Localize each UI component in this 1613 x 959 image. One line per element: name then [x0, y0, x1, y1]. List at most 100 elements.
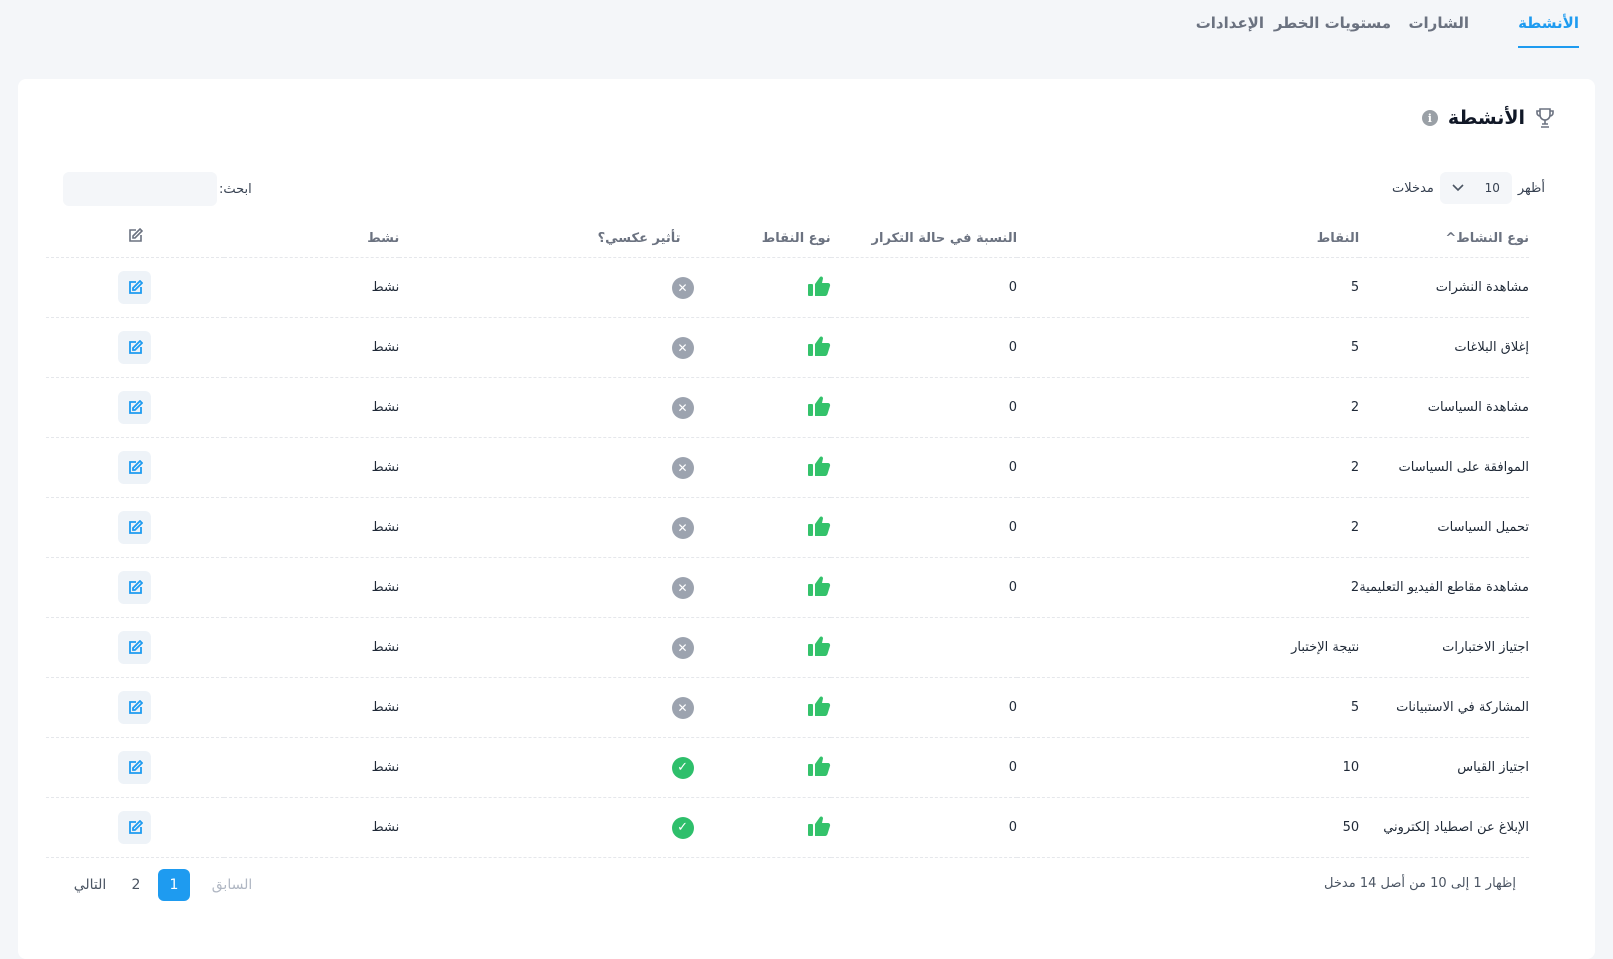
entries-length-control: أظهر 10 مدخلات: [1392, 172, 1545, 204]
tab-settings[interactable]: الإعدادات: [1195, 14, 1264, 32]
thumbs-up-icon: [807, 576, 830, 596]
edit-row-button[interactable]: [118, 571, 152, 604]
cell-edit: [46, 257, 224, 318]
cell-activity: إغلاق البلاغات: [1359, 317, 1529, 378]
edit-row-button[interactable]: [118, 511, 152, 544]
edit-row-button[interactable]: [118, 331, 152, 364]
cell-status: نشط: [223, 257, 400, 318]
edit-row-button[interactable]: [118, 691, 152, 724]
x-circle-icon: ✕: [671, 576, 694, 599]
tab-risk-levels[interactable]: مستويات الخطر: [1273, 14, 1391, 32]
x-circle-icon: ✕: [671, 516, 694, 539]
cell-status: نشط: [223, 437, 400, 498]
edit-row-button[interactable]: [118, 631, 152, 664]
cell-points: 5: [1017, 677, 1360, 738]
cell-activity: مشاهدة السياسات: [1359, 377, 1529, 438]
cell-points-type: [680, 317, 831, 378]
x-circle-icon: ✕: [671, 276, 694, 299]
col-edit: [46, 219, 224, 258]
page-title: الأنشطة: [1447, 107, 1525, 129]
cell-edit: [46, 677, 224, 738]
col-points-type[interactable]: نوع النقاط: [680, 219, 831, 258]
cell-points-type: [680, 437, 831, 498]
cell-ratio: 0: [830, 737, 1018, 798]
table-row: اجتياز القياس 10 0 ✓ نشط: [46, 737, 1529, 798]
thumbs-up-icon: [807, 696, 830, 716]
cell-edit: [46, 617, 224, 678]
edit-icon: [128, 819, 143, 834]
edit-row-button[interactable]: [118, 811, 152, 844]
cell-reverse-effect: ✕: [399, 317, 694, 378]
cell-points: 50: [1017, 797, 1360, 858]
pagination-next[interactable]: التالي: [73, 877, 107, 893]
cell-ratio: 0: [830, 317, 1018, 378]
col-active[interactable]: نشط: [223, 219, 400, 258]
thumbs-up-icon: [807, 336, 830, 356]
cell-activity: الإبلاغ عن اصطياد إلكتروني: [1359, 797, 1529, 858]
cell-reverse-effect: ✕: [399, 497, 694, 558]
pagination-prev[interactable]: السابق: [211, 877, 253, 893]
cell-points-type: [680, 257, 831, 318]
cell-edit: [46, 497, 224, 558]
cell-edit: [46, 737, 224, 798]
cell-activity: اجتياز القياس: [1359, 737, 1529, 798]
cell-points-type: [680, 677, 831, 738]
cell-activity: مشاهدة مقاطع الفيديو التعليمية: [1359, 557, 1529, 618]
table-row: الموافقة على السياسات 2 0 ✕ نشط: [46, 437, 1529, 498]
chevron-down-icon: [1452, 184, 1464, 192]
cell-points: 2: [1017, 377, 1360, 438]
cell-ratio: 0: [830, 497, 1018, 558]
cell-points-type: [680, 737, 831, 798]
cell-points-type: [680, 797, 831, 858]
pagination-page-1[interactable]: 1: [158, 869, 190, 901]
edit-row-button[interactable]: [118, 391, 152, 424]
cell-points: 10: [1017, 737, 1360, 798]
thumbs-up-icon: [807, 276, 830, 296]
cell-status: نشط: [223, 797, 400, 858]
thumbs-up-icon: [807, 396, 830, 416]
thumbs-up-icon: [807, 516, 830, 536]
search-input[interactable]: [63, 172, 217, 206]
thumbs-up-icon: [807, 456, 830, 476]
x-circle-icon: ✕: [671, 336, 694, 359]
table-row: المشاركة في الاستبيانات 5 0 ✕ نشط: [46, 677, 1529, 738]
thumbs-up-icon: [807, 636, 830, 656]
activities-card: الأنشطة i أظهر 10 مدخلات ابحث: نوع النشا…: [18, 79, 1595, 959]
col-points[interactable]: النقاط: [1017, 219, 1360, 258]
cell-reverse-effect: ✕: [399, 437, 694, 498]
activities-table: نوع النشاط^ النقاط النسبة في حالة التكرا…: [46, 219, 1529, 858]
thumbs-up-icon: [807, 756, 830, 776]
col-reverse-effect[interactable]: تأثير عكسي؟: [399, 219, 681, 258]
edit-icon: [128, 699, 143, 714]
edit-row-button[interactable]: [118, 751, 152, 784]
tab-badges[interactable]: الشارات: [1408, 14, 1469, 32]
info-icon[interactable]: i: [1421, 110, 1438, 126]
cell-ratio: 0: [830, 557, 1018, 618]
cell-reverse-effect: ✕: [399, 257, 694, 318]
edit-row-button[interactable]: [118, 451, 152, 484]
thumbs-up-icon: [807, 816, 830, 836]
cell-points: نتيجة الإختبار: [1017, 617, 1360, 678]
card-header: الأنشطة i: [1421, 107, 1555, 129]
entries-select[interactable]: 10: [1439, 172, 1512, 204]
col-activity-type[interactable]: نوع النشاط^: [1359, 219, 1529, 258]
table-row: الإبلاغ عن اصطياد إلكتروني 50 0 ✓ نشط: [46, 797, 1529, 858]
cell-edit: [46, 557, 224, 618]
cell-status: نشط: [223, 557, 400, 618]
edit-icon: [128, 639, 143, 654]
cell-ratio: 0: [830, 437, 1018, 498]
table-header-row: نوع النشاط^ النقاط النسبة في حالة التكرا…: [46, 219, 1529, 258]
cell-points: 5: [1017, 257, 1360, 318]
edit-row-button[interactable]: [118, 271, 152, 304]
tab-activities[interactable]: الأنشطة: [1518, 14, 1579, 48]
edit-icon: [128, 459, 143, 474]
pagination-page-2[interactable]: 2: [131, 877, 141, 893]
cell-status: نشط: [223, 737, 400, 798]
col-repeat-ratio[interactable]: النسبة في حالة التكرار: [830, 219, 1018, 258]
entries-label: مدخلات: [1392, 180, 1434, 196]
edit-icon: [128, 339, 143, 354]
cell-activity: الموافقة على السياسات: [1359, 437, 1529, 498]
table-row: مشاهدة النشرات 5 0 ✕ نشط: [46, 257, 1529, 318]
cell-activity: المشاركة في الاستبيانات: [1359, 677, 1529, 738]
cell-points: 5: [1017, 317, 1360, 378]
